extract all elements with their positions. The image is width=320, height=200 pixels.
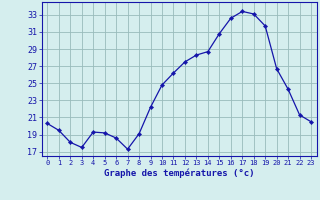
X-axis label: Graphe des températures (°c): Graphe des températures (°c) (104, 169, 254, 178)
